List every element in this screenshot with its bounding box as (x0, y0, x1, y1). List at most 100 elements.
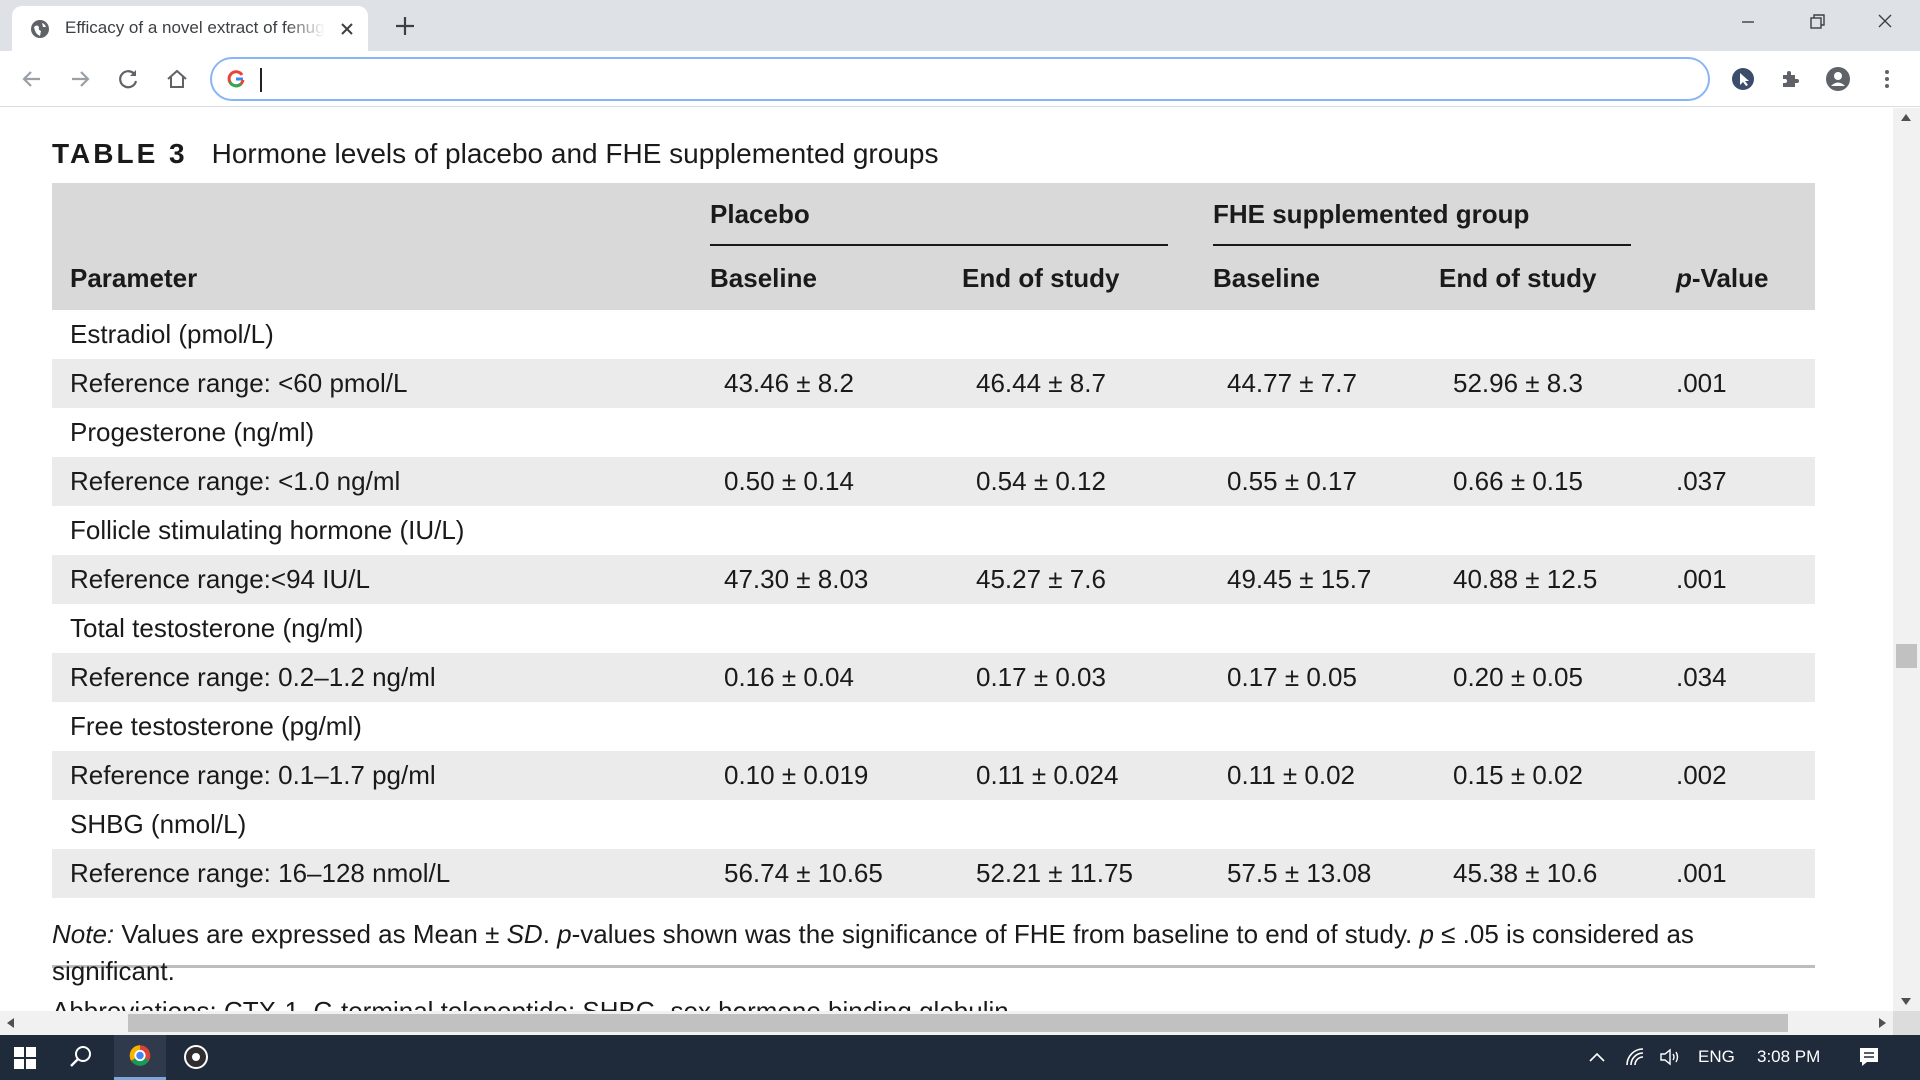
windows-start-icon[interactable] (0, 1035, 52, 1080)
close-icon[interactable] (338, 20, 356, 38)
placebo-baseline-cell: 0.50 ± 0.14 (724, 466, 854, 496)
notification-icon[interactable] (1857, 1045, 1881, 1069)
abbreviations-line-clipped: Abbreviations: CTX-1, C-terminal telopep… (52, 996, 1016, 1011)
table-row-parameter: SHBG (nmol/L) (52, 800, 1815, 849)
scroll-left-arrow-icon[interactable] (7, 1018, 14, 1028)
window-close-icon[interactable] (1870, 10, 1900, 34)
tab-title: Efficacy of a novel extract of fenugreek… (65, 18, 325, 37)
wifi-icon[interactable] (1624, 1046, 1646, 1068)
fhe-baseline-cell: 0.17 ± 0.05 (1227, 662, 1357, 692)
minimize-icon[interactable] (1733, 10, 1763, 34)
table-row-parameter: Follicle stimulating hormone (IU/L) (52, 506, 1815, 555)
table-row-values: Reference range:<94 IU/L 47.30 ± 8.03 45.2… (52, 555, 1815, 604)
note-sd: SD (506, 919, 543, 949)
reload-icon[interactable] (115, 66, 141, 92)
placebo-baseline-cell: 43.46 ± 8.2 (724, 368, 854, 398)
chrome-taskbar-icon[interactable] (114, 1035, 166, 1080)
windows-taskbar: ENG 3:08 PM (0, 1035, 1920, 1080)
col-header-placebo-baseline: Baseline (710, 263, 817, 293)
placebo-baseline-cell: 0.16 ± 0.04 (724, 662, 854, 692)
parameter-name-cell: SHBG (nmol/L) (70, 809, 247, 839)
placebo-baseline-cell: 56.74 ± 10.65 (724, 858, 883, 888)
reference-range-cell: Reference range: 16–128 nmol/L (70, 858, 451, 888)
parameter-name-cell: Free testosterone (pg/ml) (70, 711, 362, 741)
table-bottom-rule (52, 965, 1815, 968)
fhe-end-cell: 0.20 ± 0.05 (1453, 662, 1583, 692)
scroll-right-arrow-icon[interactable] (1879, 1018, 1886, 1028)
table-row-values: Reference range: 0.1–1.7 pg/ml 0.10 ± 0.0… (52, 751, 1815, 800)
fhe-end-cell: 0.15 ± 0.02 (1453, 760, 1583, 790)
globe-icon (31, 20, 49, 38)
taskbar-clock[interactable]: 3:08 PM (1757, 1047, 1821, 1066)
note-text-4: ≤ .05 is considered as significant. (52, 919, 1694, 986)
fhe-end-cell: 45.38 ± 10.6 (1453, 858, 1598, 888)
parameter-name-cell: Total testosterone (ng/ml) (70, 613, 364, 643)
note-label: Note: (52, 919, 115, 949)
placebo-end-cell: 0.54 ± 0.12 (976, 466, 1106, 496)
account-icon[interactable] (1825, 66, 1851, 92)
kebab-menu-icon[interactable] (1874, 66, 1900, 92)
group-rule-fhe (1213, 244, 1631, 246)
fhe-baseline-cell: 0.55 ± 0.17 (1227, 466, 1357, 496)
table-caption-label: TABLE 3 (52, 138, 188, 169)
table-caption-text: Hormone levels of placebo and FHE supple… (211, 138, 939, 169)
reference-range-cell: Reference range: 0.1–1.7 pg/ml (70, 760, 436, 790)
reference-range-cell: Reference range: <60 pmol/L (70, 368, 408, 398)
obs-taskbar-icon[interactable] (170, 1035, 222, 1080)
col-header-parameter: Parameter (70, 263, 198, 293)
horizontal-scroll-thumb[interactable] (128, 1014, 1788, 1032)
address-bar[interactable] (210, 57, 1710, 101)
placebo-end-cell: 45.27 ± 7.6 (976, 564, 1106, 594)
placebo-end-cell: 52.21 ± 11.75 (976, 858, 1133, 888)
arrow-right-icon[interactable] (67, 66, 93, 92)
placebo-end-cell: 46.44 ± 8.7 (976, 368, 1106, 398)
cursor-extension-icon[interactable] (1730, 66, 1756, 92)
fhe-end-cell: 52.96 ± 8.3 (1453, 368, 1583, 398)
table-caption: TABLE 3 Hormone levels of placebo and FHE… (52, 138, 938, 170)
fhe-baseline-cell: 44.77 ± 7.7 (1227, 368, 1357, 398)
home-icon[interactable] (164, 66, 190, 92)
table-note: Note: Values are expressed as Mean ± SD.… (52, 916, 1812, 990)
scroll-up-arrow-icon[interactable] (1901, 114, 1911, 121)
restore-icon[interactable] (1802, 10, 1832, 34)
placebo-baseline-cell: 0.10 ± 0.019 (724, 760, 869, 790)
placebo-end-cell: 0.11 ± 0.024 (976, 760, 1119, 790)
p-value-suffix: -Value (1691, 263, 1769, 293)
p-value-cell: .001 (1676, 858, 1727, 888)
horizontal-scrollbar[interactable] (0, 1011, 1893, 1035)
arrow-left-icon[interactable] (19, 66, 45, 92)
table-row-parameter: Free testosterone (pg/ml) (52, 702, 1815, 751)
table-row-values: Reference range: 16–128 nmol/L 56.74 ± 10… (52, 849, 1815, 898)
placebo-baseline-cell: 47.30 ± 8.03 (724, 564, 869, 594)
col-header-p-value: p-Value (1676, 263, 1768, 294)
scroll-down-arrow-icon[interactable] (1901, 998, 1911, 1005)
parameter-name-cell: Follicle stimulating hormone (IU/L) (70, 515, 465, 545)
vertical-scroll-thumb[interactable] (1896, 644, 1917, 668)
new-tab-plus-icon[interactable] (393, 14, 417, 38)
tab-strip: Efficacy of a novel extract of fenugreek… (0, 0, 1920, 51)
placebo-end-cell: 0.17 ± 0.03 (976, 662, 1106, 692)
p-value-cell: .034 (1676, 662, 1727, 692)
parameter-name-cell: Progesterone (ng/ml) (70, 417, 315, 447)
volume-icon[interactable] (1658, 1046, 1682, 1068)
table-row-parameter: Progesterone (ng/ml) (52, 408, 1815, 457)
browser-tab-active[interactable]: Efficacy of a novel extract of fenugreek… (12, 6, 368, 51)
group-header-placebo: Placebo (710, 199, 810, 229)
reference-range-cell: Reference range:<94 IU/L (70, 564, 370, 594)
col-header-fhe-baseline: Baseline (1213, 263, 1320, 293)
p-value-cell: .001 (1676, 564, 1727, 594)
puzzle-icon[interactable] (1777, 66, 1803, 92)
p-italic: p (1676, 263, 1692, 293)
language-indicator[interactable]: ENG (1698, 1047, 1735, 1066)
table-header: Placebo FHE supplemented group Parameter… (52, 183, 1815, 310)
fhe-end-cell: 40.88 ± 12.5 (1453, 564, 1598, 594)
note-text-1: Values are expressed as Mean ± (114, 919, 507, 949)
search-icon[interactable] (54, 1035, 106, 1080)
note-text-3: -values shown was the significance of FH… (571, 919, 1420, 949)
p-value-cell: .002 (1676, 760, 1727, 790)
note-p-2: p (1419, 919, 1434, 949)
chevron-up-icon[interactable] (1587, 1049, 1607, 1065)
fhe-end-cell: 0.66 ± 0.15 (1453, 466, 1583, 496)
vertical-scrollbar[interactable] (1893, 108, 1920, 1011)
table-row-values: Reference range: <60 pmol/L 43.46 ± 8.2 46… (52, 359, 1815, 408)
